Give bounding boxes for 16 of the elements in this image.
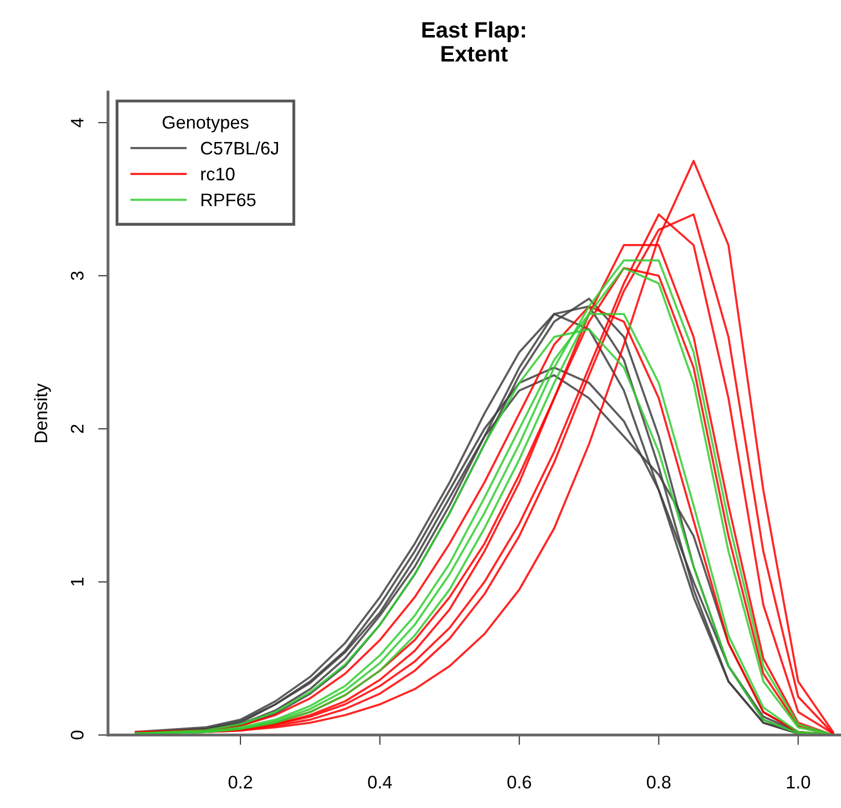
x-tick-label: 0.2 bbox=[228, 776, 252, 789]
legend-title: Genotypes bbox=[162, 116, 248, 132]
legend-label: RPF65 bbox=[202, 194, 256, 206]
chart-title: East Flap: Extent bbox=[422, 21, 525, 62]
legend-label: C57BL/6J bbox=[201, 141, 278, 155]
y-tick-label: 1 bbox=[71, 578, 84, 586]
legend-label: rc10 bbox=[201, 168, 234, 180]
y-tick-label: 0 bbox=[70, 730, 84, 740]
x-tick-label: 0.4 bbox=[368, 776, 392, 789]
y-tick-label: 4 bbox=[71, 118, 84, 128]
x-tick-label: 1.0 bbox=[787, 776, 810, 789]
x-tick-label: 0.6 bbox=[507, 776, 532, 789]
y-tick-label: 2 bbox=[70, 424, 84, 433]
y-axis-title: Density bbox=[34, 383, 51, 442]
y-tick-label: 3 bbox=[70, 271, 84, 280]
x-tick-label: 0.8 bbox=[646, 776, 671, 789]
